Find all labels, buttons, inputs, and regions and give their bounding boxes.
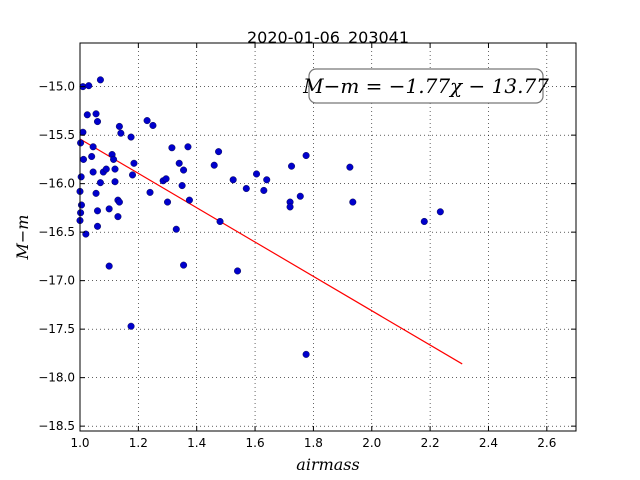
data-point <box>127 322 135 330</box>
annotation-frame <box>308 68 544 104</box>
data-point <box>175 159 183 167</box>
x-axis-label: airmass <box>296 455 359 474</box>
y-tick-label: −17.0 <box>38 274 75 288</box>
data-point <box>96 76 104 84</box>
data-point <box>115 122 123 130</box>
x-tick-label: 1.6 <box>246 436 265 450</box>
data-point <box>89 168 97 176</box>
data-point <box>168 144 176 152</box>
fit-equation: M−m = −1.77χ − 13.77 <box>302 74 549 98</box>
data-point <box>234 267 242 275</box>
data-point <box>229 176 237 184</box>
data-point <box>94 118 102 126</box>
data-point <box>92 189 100 197</box>
data-point <box>242 184 250 192</box>
data-point <box>286 203 294 211</box>
x-tick-label: 2.2 <box>421 436 440 450</box>
y-tick-label: −15.0 <box>38 80 75 94</box>
data-point <box>96 179 104 187</box>
x-tick-label: 1.0 <box>70 436 89 450</box>
data-point <box>85 82 93 90</box>
fit-line-layer <box>79 138 463 365</box>
y-tick-labels: −15.0 −15.5 −16.0 −16.5 −17.0 −17.5 −18.0 −18.5 <box>38 80 75 433</box>
data-point <box>180 261 188 269</box>
axes-background <box>80 43 576 431</box>
data-point <box>77 209 85 217</box>
y-tick-label: −18.0 <box>38 371 75 385</box>
data-point <box>216 217 224 225</box>
data-point <box>162 175 170 183</box>
y-tick-label: −15.5 <box>38 128 75 142</box>
data-point <box>89 143 97 151</box>
x-tick-label: 2.6 <box>537 436 556 450</box>
data-point <box>302 350 310 358</box>
data-point <box>302 152 310 160</box>
data-point <box>296 192 304 200</box>
data-point <box>80 155 88 163</box>
data-point <box>263 176 271 184</box>
data-point <box>102 165 110 173</box>
data-point <box>146 188 154 196</box>
data-point <box>172 225 180 233</box>
data-point <box>117 129 125 137</box>
data-point <box>185 196 193 204</box>
data-point <box>288 162 296 170</box>
fit-line <box>79 138 463 365</box>
data-points <box>76 76 444 358</box>
grid-lines <box>79 43 576 431</box>
y-tick-label: −16.0 <box>38 177 75 191</box>
y-tick-label: −17.5 <box>38 322 75 336</box>
data-point <box>92 110 100 118</box>
data-point <box>111 178 119 186</box>
y-tick-label: −16.5 <box>38 225 75 239</box>
axes-frame <box>79 42 577 432</box>
x-tick-label: 2.0 <box>362 436 381 450</box>
data-point <box>114 213 122 221</box>
data-point <box>420 217 428 225</box>
data-point <box>79 128 87 136</box>
data-point <box>110 155 118 163</box>
x-tick-label: 1.2 <box>129 436 148 450</box>
data-point <box>260 186 268 194</box>
data-point <box>210 161 218 169</box>
data-point <box>178 182 186 190</box>
data-point <box>105 205 113 213</box>
data-point <box>164 198 172 206</box>
annotation-box: M−m = −1.77χ − 13.77 <box>302 68 549 104</box>
data-point <box>83 111 91 119</box>
x-tick-label: 1.4 <box>187 436 206 450</box>
data-point <box>105 262 113 270</box>
data-point <box>129 171 137 179</box>
x-tick-labels: 1.0 1.2 1.4 1.6 1.8 2.0 2.2 2.4 2.6 <box>70 436 556 450</box>
data-point <box>436 208 444 216</box>
y-axis-label: M−m <box>13 215 32 261</box>
data-point <box>130 159 138 167</box>
data-point <box>253 170 261 178</box>
data-point <box>88 152 96 160</box>
data-point <box>143 117 151 125</box>
data-point <box>346 163 354 171</box>
axis-ticks <box>79 43 576 431</box>
data-point <box>77 201 85 209</box>
data-point <box>184 143 192 151</box>
x-tick-label: 1.8 <box>304 436 323 450</box>
data-point <box>215 148 223 156</box>
data-point <box>94 222 102 230</box>
plot-area <box>76 42 577 432</box>
data-point <box>180 166 188 174</box>
y-tick-label: −18.5 <box>38 419 75 433</box>
data-point <box>77 139 85 147</box>
data-point <box>94 207 102 215</box>
data-point <box>77 173 85 181</box>
data-point <box>149 121 157 129</box>
data-point <box>349 198 357 206</box>
data-point <box>115 198 123 206</box>
x-tick-label: 2.4 <box>479 436 498 450</box>
data-point <box>127 133 135 141</box>
data-point <box>111 165 119 173</box>
